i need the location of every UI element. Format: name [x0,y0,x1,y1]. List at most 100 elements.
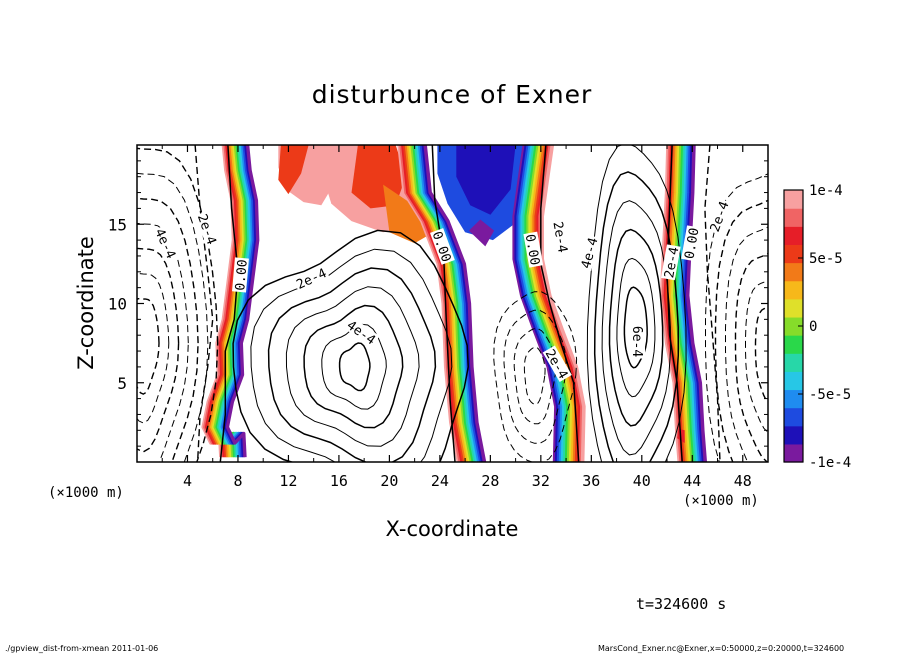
x-unit-left: (×1000 m) [48,485,124,501]
colorbar-swatch [784,443,803,463]
x-tick-label: 20 [380,472,398,490]
x-tick-label: 44 [683,472,701,490]
front-band-2 [423,145,487,462]
contour-label-bg [542,345,572,382]
front-band-4 [659,145,681,462]
x-tick-label: 12 [279,472,297,490]
colorbar-swatch [784,389,803,409]
contour-line [219,145,239,462]
colorbar-swatch [784,190,803,209]
x-tick-label: 40 [633,472,651,490]
warm-patch [278,145,309,195]
warm-patch [383,184,434,244]
contour-line [137,298,160,395]
contour-line [666,145,683,462]
front-band-4 [667,145,689,462]
contour-label: 2e-4 [708,199,733,234]
front-band-3 [524,145,570,462]
colorbar-tick-label: -5e-5 [809,387,851,403]
contour-label-bg [430,228,455,265]
contour-label-bg [631,324,646,359]
x-tick-label: 24 [431,472,449,490]
front-band-4 [661,145,683,462]
contour-line [137,273,170,424]
front-band-4 [685,145,708,462]
x-tick-label: 8 [233,472,242,490]
contour-label: 2e-4 [294,266,329,293]
time-label: t=324600 s [636,595,726,613]
x-axis-ticks: 4 8 12 16 20 24 28 32 36 40 44 48 [161,145,752,490]
y-tick-label: 5 [117,374,127,393]
contour-line [523,346,546,405]
contour-line [513,328,557,425]
contour-line [250,248,453,462]
colorbar-ticks: 1e-4 5e-5 0 -5e-5 -1e-4 [798,183,851,471]
front-band-4 [676,145,698,462]
contour-label-bg [343,316,380,348]
contour-label: 2e-4 [662,246,682,280]
contour-line [704,145,721,462]
front-band-4 [669,145,691,462]
x-tick-label: 36 [582,472,600,490]
front-band-3 [514,145,560,462]
y-tick-label: 15 [108,215,127,234]
x-unit-right: (×1000 m) [683,493,759,509]
colorbar-swatch [784,280,803,300]
contour-line [137,222,189,462]
contour-label-bg [660,244,681,281]
contour-line [137,147,219,462]
y-axis-label: Z-coordinate [74,236,98,370]
front-band-4 [670,145,693,462]
contour-label: 0.00 [233,259,251,292]
contour-line [503,309,567,444]
contour-label-bg [195,210,221,248]
colorbar-swatch [784,425,803,445]
contour-label-bg [706,197,732,235]
contour-label: 4e-4 [579,236,602,270]
x-tick-label: 28 [481,472,499,490]
contour-line [586,145,687,462]
front-band-3 [512,145,558,462]
front-band-3 [540,145,586,462]
contour-label-bg [681,225,701,262]
front-band-3 [534,145,580,462]
colorbar-tick-label: -1e-4 [809,455,851,471]
contour-label-bg [232,257,249,293]
contour-line [593,171,680,462]
contour-label-bg [551,218,571,255]
contour-line [616,257,656,398]
contour-line [303,304,404,429]
colorbar-swatch [784,244,803,264]
colorbar-swatch [784,371,803,391]
contour-label-bg [152,224,180,262]
colorbar-swatch [784,208,803,227]
front-band-4 [674,145,696,462]
colorbar-swatch [784,335,803,354]
cold-patch [456,145,516,215]
colorbar-tick-label: 0 [809,319,817,335]
contour-line [431,145,456,462]
front-band-3 [518,145,564,462]
contour-label: 2e-4 [549,220,569,254]
contour-label-bg [523,231,544,268]
contour-line [232,229,469,462]
contour-label: 6e-4 [629,326,644,357]
contour-line [714,199,768,462]
colorbar-swatch [784,226,803,245]
contour-line [267,267,437,462]
front-band-1 [225,145,260,458]
plot-field: 4e-4 2e-40.00 2e-44e-40.00 0.00 2e-4 4e-42e-4… [137,145,768,462]
contour-label: 0.00 [522,233,542,266]
contour-line [623,286,648,369]
front-band-3 [532,145,578,462]
front-band-4 [682,145,704,462]
color-fronts [201,145,708,462]
footer-left: ./gpview_dist-from-xmean 2011-01-06 [5,644,158,653]
contour-line [540,145,580,462]
contour-label: 2e-4 [194,212,219,247]
front-band-3 [522,145,568,462]
contour-line [321,323,387,410]
contour-line [608,228,664,427]
contour-line [285,286,420,447]
